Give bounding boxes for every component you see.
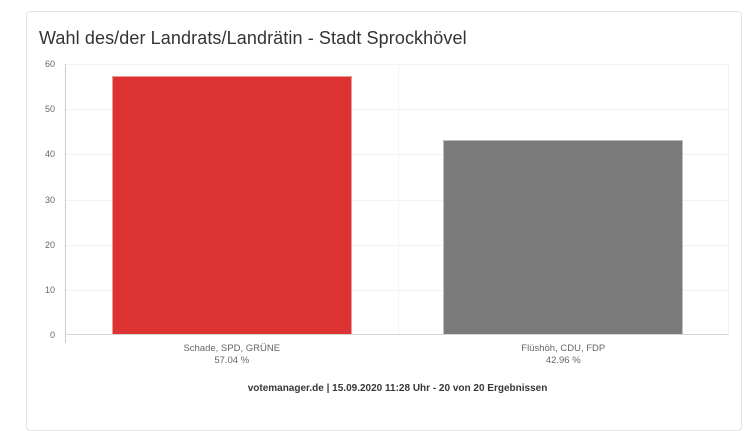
x-category-label: Schade, SPD, GRÜNE 57.04 %: [66, 343, 398, 366]
gridline: [66, 244, 728, 246]
category-value: 42.96 %: [545, 354, 581, 366]
category-name: Flüshöh, CDU, FDP: [521, 343, 606, 354]
y-tick-label: 50: [44, 104, 55, 115]
x-category-label: Flüshöh, CDU, FDP 42.96 %: [398, 343, 730, 366]
category-name: Schade, SPD, GRÜNE: [183, 343, 281, 354]
chart-card: Wahl des/der Landrats/Landrätin - Stadt …: [26, 11, 742, 431]
category-divider: [397, 64, 399, 334]
y-tick-label: 10: [44, 284, 55, 295]
y-tick-label: 30: [44, 194, 55, 205]
chart-title: Wahl des/der Landrats/Landrätin - Stadt …: [39, 28, 467, 48]
gridline: [66, 289, 728, 291]
category-value: 57.04 %: [214, 354, 250, 366]
chart-credits: votemanager.de | 15.09.2020 11:28 Uhr - …: [247, 383, 548, 394]
bar-2[interactable]: [443, 139, 684, 334]
y-axis-labels: 0 10 20 30 40 50 60: [27, 59, 55, 340]
y-tick-label: 20: [44, 239, 55, 250]
gridline: [66, 154, 728, 156]
gridline: [66, 199, 728, 201]
y-tick-label: 40: [44, 149, 55, 160]
y-tick-label: 60: [44, 59, 55, 69]
bar-1[interactable]: [111, 76, 352, 334]
plot-area: [65, 64, 729, 343]
gridline: [66, 109, 728, 111]
y-axis-line: [65, 64, 66, 343]
y-tick-label: 0: [49, 330, 55, 340]
gridline: [66, 64, 728, 65]
x-axis-labels: Schade, SPD, GRÜNE 57.04 % Flüshöh, CDU, F…: [66, 343, 729, 369]
